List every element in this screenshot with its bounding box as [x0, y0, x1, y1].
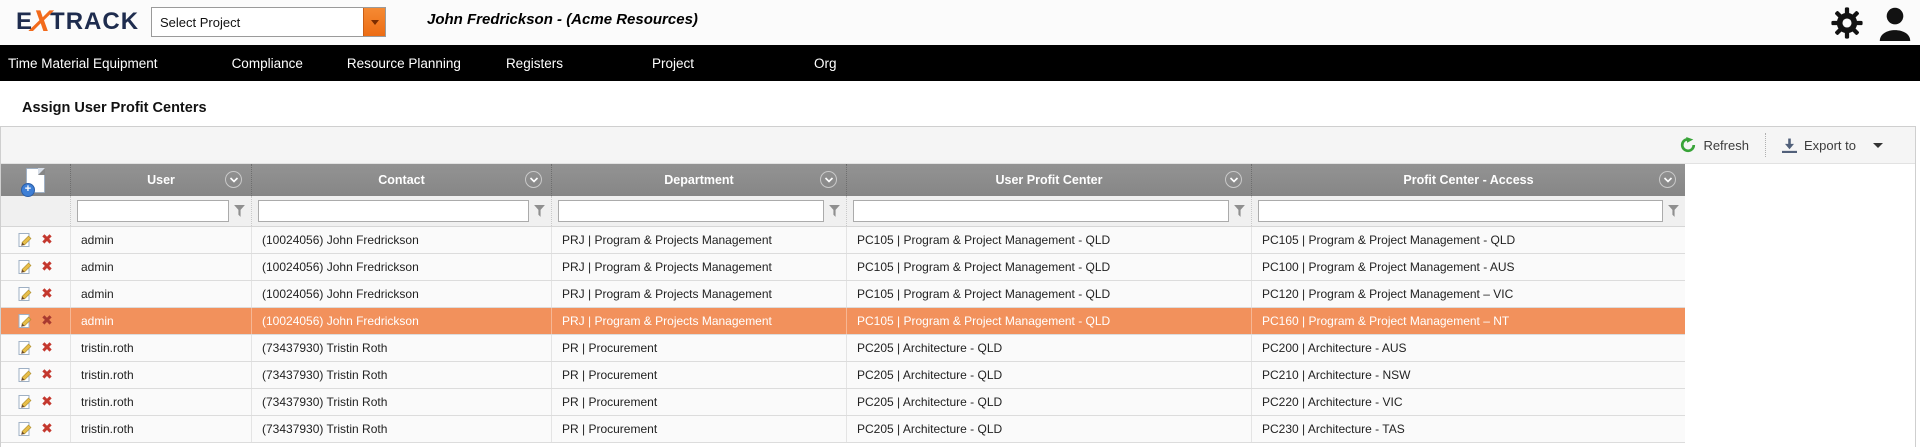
filter-icon[interactable] — [234, 204, 245, 218]
row-actions: ✖ — [1, 308, 70, 334]
logo-text-right: TRACK — [50, 8, 140, 35]
grid-filter-row — [1, 196, 1685, 227]
row-actions: ✖ — [1, 254, 70, 280]
delete-row-icon[interactable]: ✖ — [41, 340, 53, 356]
delete-row-icon[interactable]: ✖ — [41, 232, 53, 248]
export-to-label: Export to — [1803, 137, 1856, 153]
export-download-icon — [1781, 138, 1797, 153]
export-caret-icon — [1873, 142, 1883, 148]
filter-input-user-profit-center[interactable] — [853, 200, 1229, 222]
delete-row-icon[interactable]: ✖ — [41, 259, 53, 275]
grid-toolbar: Refresh Export to — [1, 127, 1915, 164]
project-select[interactable]: Select Project — [151, 7, 386, 37]
delete-row-icon[interactable]: ✖ — [41, 394, 53, 410]
header-cell-actions: + — [1, 164, 70, 197]
dropdown-arrow-icon — [370, 19, 379, 25]
grid-rows: ✖ admin (10024056) John Fredrickson PRJ … — [1, 227, 1685, 443]
row-actions: ✖ — [1, 362, 70, 388]
row-actions: ✖ — [1, 389, 70, 415]
edit-row-icon[interactable] — [18, 232, 33, 248]
table-row[interactable]: ✖ tristin.roth (73437930) Tristin Roth P… — [1, 362, 1685, 389]
header-label-user-profit-center: User Profit Center — [995, 173, 1103, 187]
delete-row-icon[interactable]: ✖ — [41, 367, 53, 383]
filter-icon[interactable] — [1668, 204, 1679, 218]
delete-row-icon[interactable]: ✖ — [41, 421, 53, 437]
export-to-button[interactable]: Export to — [1768, 132, 1897, 158]
header-label-profit-center-access: Profit Center - Access — [1403, 173, 1534, 187]
nav-item-org[interactable]: Org — [814, 55, 837, 71]
toolbar-separator — [1764, 133, 1766, 157]
nav-item-time-material-equipment[interactable]: Time Material Equipment — [8, 55, 158, 71]
column-menu-icon[interactable] — [225, 171, 242, 188]
main-nav: Time Material Equipment Compliance Resou… — [0, 45, 1920, 81]
header-cell-profit-center-access[interactable]: Profit Center - Access — [1251, 164, 1685, 196]
table-row[interactable]: ✖ tristin.roth (73437930) Tristin Roth P… — [1, 389, 1685, 416]
row-actions: ✖ — [1, 416, 70, 442]
column-menu-icon[interactable] — [1225, 171, 1242, 188]
filter-icon[interactable] — [534, 204, 545, 218]
header-cell-department[interactable]: Department — [551, 164, 846, 196]
filter-input-user[interactable] — [77, 200, 229, 222]
top-bar: E X TRACK Select Project John Fredrickson … — [0, 0, 1920, 45]
user-profile-icon[interactable] — [1878, 5, 1912, 41]
nav-item-resource-planning[interactable]: Resource Planning — [346, 55, 461, 71]
logo-text-left: E — [16, 8, 34, 35]
nav-item-registers[interactable]: Registers — [505, 55, 563, 71]
filter-icon[interactable] — [1234, 204, 1245, 218]
table-row[interactable]: ✖ admin (10024056) John Fredrickson PRJ … — [1, 308, 1685, 335]
grid-header-row: + User Contact Department User Profit Ce… — [1, 164, 1685, 197]
filter-input-profit-center-access[interactable] — [1258, 200, 1663, 222]
refresh-icon — [1681, 137, 1696, 153]
edit-row-icon[interactable] — [18, 340, 33, 356]
nav-item-project[interactable]: Project — [651, 55, 694, 71]
refresh-button[interactable]: Refresh — [1666, 132, 1763, 158]
row-actions: ✖ — [1, 281, 70, 307]
page-title: Assign User Profit Centers — [22, 100, 207, 116]
table-row[interactable]: ✖ admin (10024056) John Fredrickson PRJ … — [1, 227, 1685, 254]
column-menu-icon[interactable] — [820, 171, 837, 188]
table-row[interactable]: ✖ tristin.roth (73437930) Tristin Roth P… — [1, 416, 1685, 443]
data-grid: + User Contact Department User Profit Ce… — [1, 164, 1685, 443]
header-cell-contact[interactable]: Contact — [251, 164, 551, 196]
table-row[interactable]: ✖ tristin.roth (73437930) Tristin Roth P… — [1, 335, 1685, 362]
edit-row-icon[interactable] — [18, 286, 33, 302]
header-label-user: User — [147, 173, 175, 187]
header-label-department: Department — [664, 173, 734, 187]
header-cell-user[interactable]: User — [70, 164, 251, 196]
header-label-contact: Contact — [378, 173, 425, 187]
filter-input-department[interactable] — [558, 200, 824, 222]
table-row[interactable]: ✖ admin (10024056) John Fredrickson PRJ … — [1, 254, 1685, 281]
table-row[interactable]: ✖ admin (10024056) John Fredrickson PRJ … — [1, 281, 1685, 308]
edit-row-icon[interactable] — [18, 421, 33, 437]
logged-in-user-label: John Fredrickson - (Acme Resources) — [427, 10, 698, 28]
delete-row-icon[interactable]: ✖ — [41, 286, 53, 302]
edit-row-icon[interactable] — [18, 313, 33, 329]
row-actions: ✖ — [1, 227, 70, 253]
edit-row-icon[interactable] — [18, 394, 33, 410]
row-actions: ✖ — [1, 335, 70, 361]
header-cell-user-profit-center[interactable]: User Profit Center — [846, 164, 1251, 196]
column-menu-icon[interactable] — [525, 171, 542, 188]
nav-item-compliance[interactable]: Compliance — [231, 55, 303, 71]
column-menu-icon[interactable] — [1659, 171, 1676, 188]
add-record-icon[interactable]: + — [21, 167, 45, 197]
gear-icon[interactable] — [1830, 6, 1864, 40]
project-select-dropdown-button[interactable] — [363, 8, 385, 36]
filter-icon[interactable] — [829, 204, 840, 218]
edit-row-icon[interactable] — [18, 259, 33, 275]
profit-centers-grid-panel: Refresh Export to + User — [0, 126, 1916, 447]
filter-cell-actions — [1, 196, 70, 226]
project-select-value: Select Project — [160, 14, 241, 30]
filter-input-contact[interactable] — [258, 200, 529, 222]
extrack-logo: E X TRACK — [16, 5, 140, 38]
edit-row-icon[interactable] — [18, 367, 33, 383]
delete-row-icon[interactable]: ✖ — [41, 313, 53, 329]
refresh-label: Refresh — [1703, 137, 1749, 153]
